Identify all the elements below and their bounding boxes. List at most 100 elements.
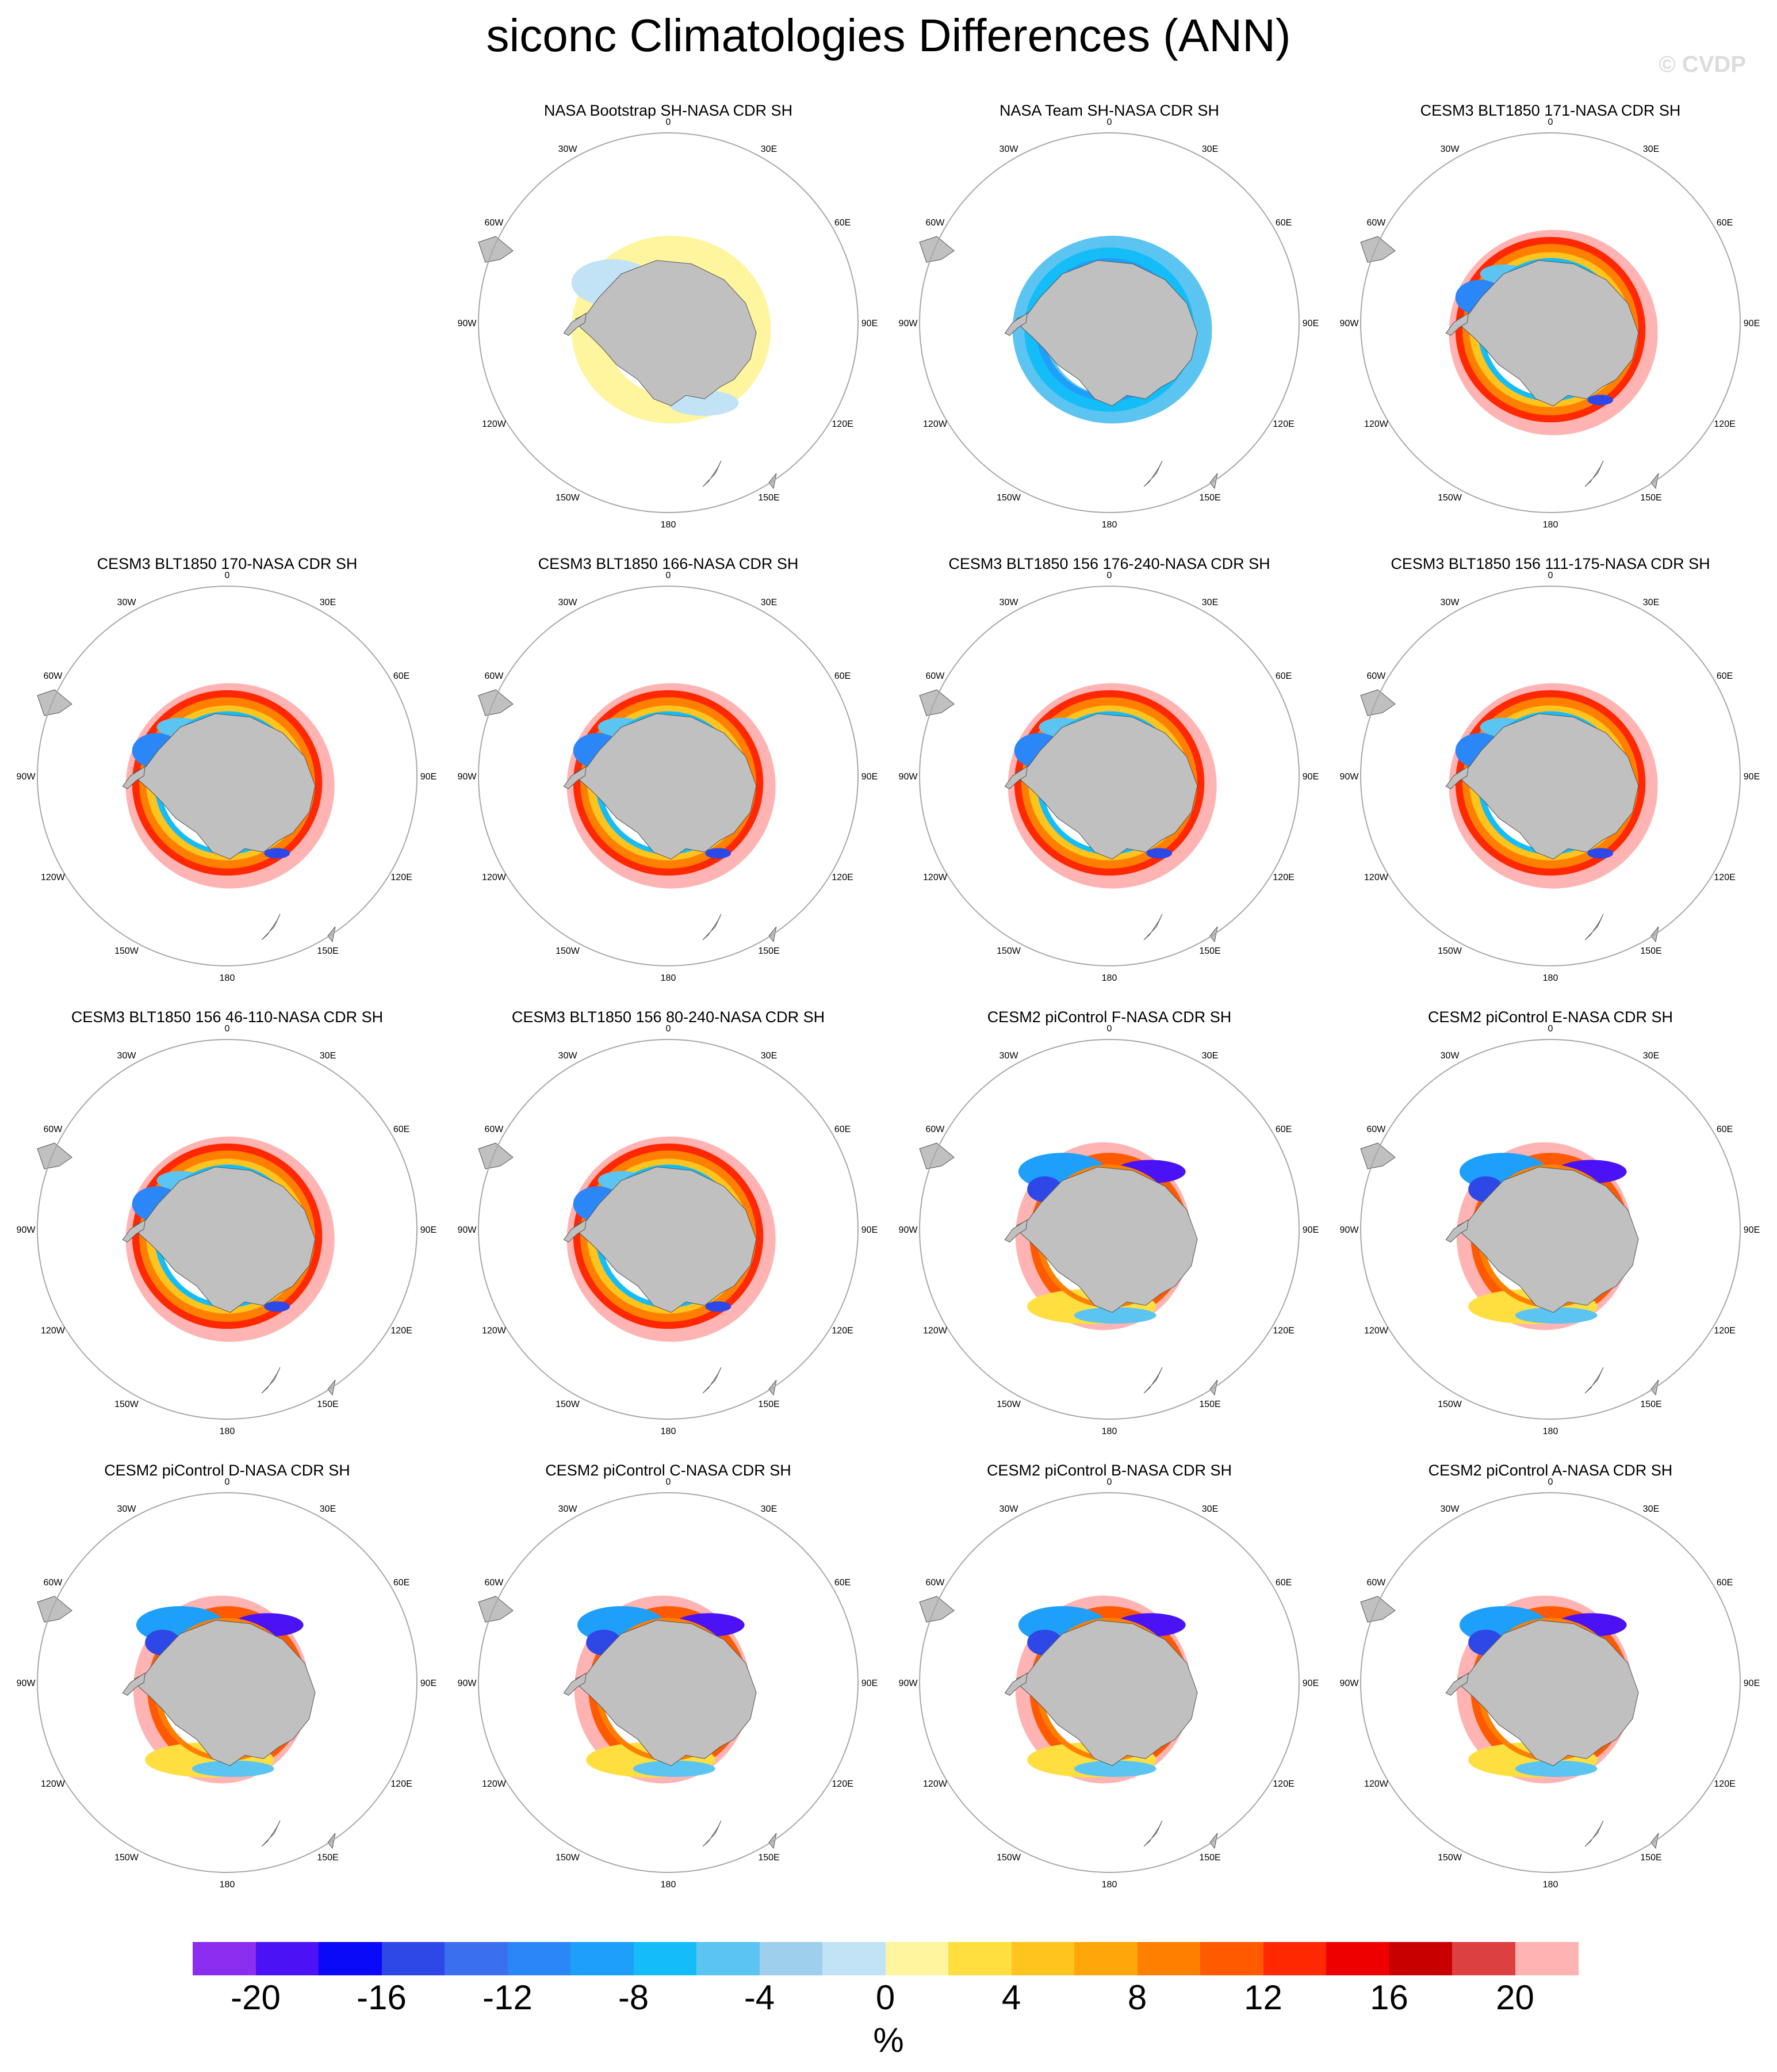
colorbar-tick-label: -16 <box>357 1978 407 2017</box>
panel-title: CESM3 BLT1850 170-NASA CDR SH <box>97 555 358 572</box>
longitude-label: 90E <box>1744 319 1760 328</box>
longitude-label: 90W <box>1340 319 1359 328</box>
longitude-label: 90W <box>899 319 918 328</box>
longitude-label: 60E <box>834 1125 851 1134</box>
polar-map: 0 30E 60E 90E 120E 150E 180 150W 120W 90W 60W 30W <box>1340 1477 1760 1890</box>
longitude-label: 120E <box>390 1779 412 1789</box>
longitude-label: 90E <box>1303 772 1319 782</box>
map-boundary <box>478 1039 859 1420</box>
south-america-land <box>919 1596 955 1623</box>
longitude-label: 60E <box>1717 671 1733 681</box>
longitude-label: 90W <box>458 1679 477 1688</box>
longitude-label: 150E <box>1199 493 1220 503</box>
longitude-label: 30W <box>1441 1051 1460 1061</box>
longitude-label: 150E <box>1640 1400 1661 1409</box>
map-boundary <box>1360 586 1741 966</box>
longitude-label: 90W <box>1340 1679 1359 1688</box>
colorbar-unit: % <box>873 2021 904 2059</box>
map-boundary <box>478 1492 859 1873</box>
south-america-land <box>478 689 514 716</box>
longitude-label: 150W <box>1438 493 1462 503</box>
south-america-land <box>919 689 955 716</box>
longitude-label: 90E <box>420 1225 436 1235</box>
longitude-label: 180 <box>220 1880 235 1890</box>
longitude-label: 0 <box>1548 117 1553 127</box>
longitude-label: 120E <box>1273 419 1294 429</box>
panel-title: CESM2 piControl D-NASA CDR SH <box>104 1462 350 1479</box>
longitude-label: 150E <box>1640 1853 1661 1863</box>
longitude-label: 60E <box>1276 1578 1292 1588</box>
longitude-label: 60E <box>393 671 409 681</box>
panel-title: NASA Bootstrap SH-NASA CDR SH <box>543 102 793 119</box>
longitude-label: 0 <box>1107 1477 1112 1487</box>
longitude-label: 120E <box>390 873 412 882</box>
new-zealand-land <box>1143 1820 1163 1847</box>
antarctic-peninsula <box>1004 1219 1028 1243</box>
longitude-label: 150W <box>1438 946 1462 956</box>
longitude-label: 120E <box>1273 1326 1294 1336</box>
longitude-label: 120W <box>923 873 948 882</box>
antarctic-peninsula <box>563 1672 587 1696</box>
longitude-label: 120E <box>832 1779 853 1789</box>
longitude-label: 30E <box>1643 1504 1659 1514</box>
panel-title: CESM3 BLT1850 156 80-240-NASA CDR SH <box>511 1008 825 1026</box>
antarctic-peninsula <box>122 1219 145 1243</box>
longitude-label: 0 <box>666 1477 671 1487</box>
longitude-label: 60W <box>43 671 63 681</box>
antarctic-peninsula <box>1445 1672 1469 1696</box>
longitude-label: 30W <box>999 144 1019 154</box>
longitude-label: 150W <box>997 946 1021 956</box>
new-zealand-land <box>1143 913 1163 941</box>
colorbar-tick-label: 8 <box>1127 1978 1147 2017</box>
longitude-label: 0 <box>1107 1024 1112 1034</box>
longitude-label: 30E <box>1643 144 1659 154</box>
longitude-label: 150E <box>1199 1853 1220 1863</box>
longitude-label: 60E <box>1717 218 1733 228</box>
colorbar-swatch <box>696 1942 760 1975</box>
colorbar-tick-label: 20 <box>1496 1978 1534 2017</box>
longitude-label: 30W <box>558 598 578 607</box>
new-zealand-land <box>1143 1367 1163 1394</box>
longitude-label: 60E <box>834 1578 851 1588</box>
new-zealand-land <box>261 1367 281 1394</box>
longitude-label: 0 <box>1548 1477 1553 1487</box>
south-america-land <box>1360 1142 1396 1169</box>
colorbar-swatch <box>1452 1942 1516 1975</box>
new-zealand-land <box>1584 460 1604 487</box>
longitude-label: 180 <box>1102 520 1117 530</box>
longitude-label: 150E <box>317 1400 338 1409</box>
longitude-label: 150E <box>758 1400 779 1409</box>
colorbar-swatch <box>381 1942 445 1975</box>
map-boundary <box>919 1039 1300 1420</box>
antarctic-peninsula <box>1445 766 1469 789</box>
longitude-label: 30W <box>999 598 1019 607</box>
longitude-label: 150E <box>758 493 779 503</box>
longitude-label: 150W <box>556 946 580 956</box>
antarctic-peninsula <box>122 1672 145 1696</box>
map-boundary <box>919 586 1300 966</box>
colorbar-swatch <box>822 1942 886 1975</box>
longitude-label: 30E <box>1643 1051 1659 1061</box>
longitude-label: 30W <box>1441 1504 1460 1514</box>
longitude-label: 90E <box>1303 1225 1319 1235</box>
longitude-label: 0 <box>666 1024 671 1034</box>
map-boundary <box>37 586 418 966</box>
polar-map: 0 30E 60E 90E 120E 150E 180 150W 120W 90W 60W 30W <box>17 1477 437 1890</box>
longitude-label: 30E <box>1643 598 1659 607</box>
colorbar-swatch <box>255 1942 319 1975</box>
longitude-label: 150W <box>114 946 139 956</box>
colorbar-tick-label: 4 <box>1001 1978 1021 2017</box>
new-zealand-land <box>702 460 722 487</box>
polar-map: 0 30E 60E 90E 120E 150E 180 150W 120W 90W 60W 30W <box>1340 117 1760 530</box>
longitude-label: 0 <box>1107 117 1112 127</box>
longitude-label: 120E <box>1273 1779 1294 1789</box>
new-zealand-land <box>702 1820 722 1847</box>
longitude-label: 150E <box>758 946 779 956</box>
longitude-label: 60E <box>834 218 851 228</box>
panel-title: CESM2 piControl F-NASA CDR SH <box>987 1008 1232 1026</box>
longitude-label: 0 <box>1548 1024 1553 1034</box>
longitude-label: 180 <box>1543 973 1558 983</box>
longitude-label: 30E <box>1202 1504 1218 1514</box>
longitude-label: 150W <box>1438 1400 1462 1409</box>
sea-ice-difference-field <box>1456 1142 1633 1331</box>
